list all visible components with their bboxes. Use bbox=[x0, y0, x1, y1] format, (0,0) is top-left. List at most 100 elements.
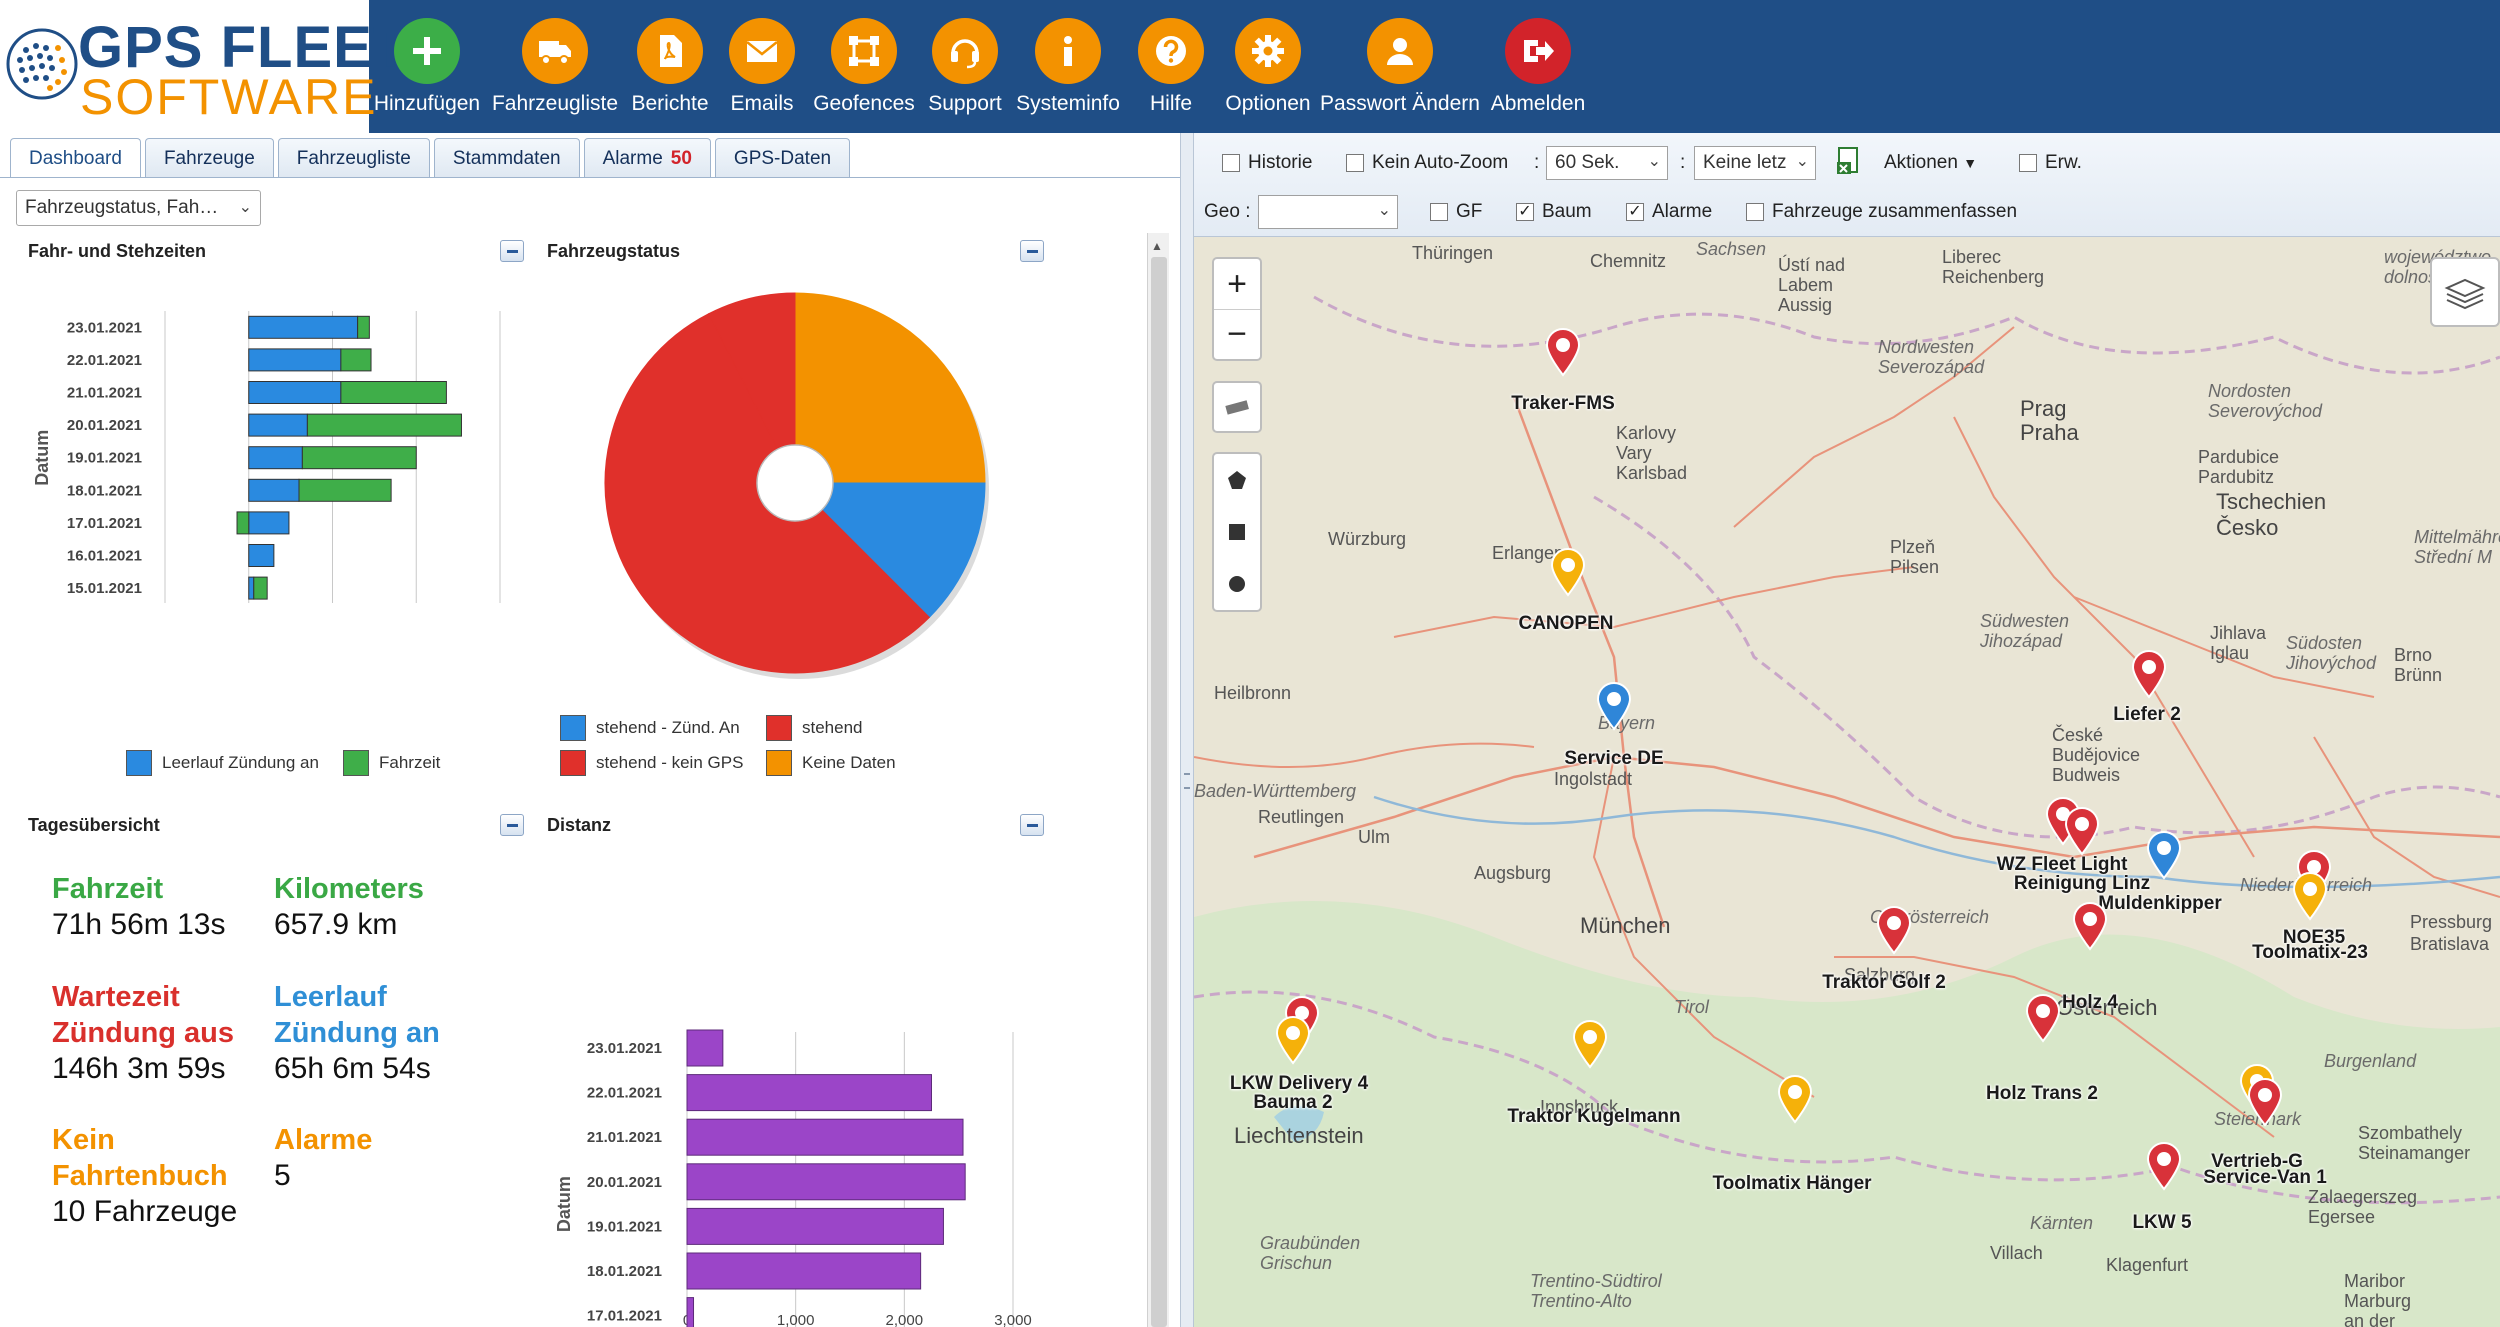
support-button[interactable]: Support bbox=[922, 0, 1008, 133]
vehicle-marker-label[interactable]: LKW 5 bbox=[2132, 1212, 2192, 1233]
border-line bbox=[1194, 990, 2500, 1205]
vehicle-marker-label[interactable]: Traktor Golf 2 bbox=[1822, 972, 1946, 993]
draw-circle-button[interactable] bbox=[1214, 558, 1260, 610]
vehicle-marker-label[interactable]: Reinigung Linz bbox=[2013, 873, 2151, 894]
geofences-button[interactable]: Geofences bbox=[810, 0, 918, 133]
zoom-out-button[interactable]: − bbox=[1214, 309, 1260, 359]
auto-zoom-checkbox[interactable]: Kein Auto-Zoom bbox=[1346, 152, 1508, 174]
vehicle-marker-label[interactable]: Service-Van 1 bbox=[2203, 1167, 2327, 1188]
alarms-checkbox[interactable]: ✓ Alarme bbox=[1626, 201, 1712, 223]
collapse-times-button[interactable] bbox=[500, 240, 524, 262]
scroll-up-arrow-icon[interactable]: ▲ bbox=[1151, 239, 1163, 253]
vehicle-marker-pin-icon[interactable] bbox=[2130, 649, 2168, 699]
draw-polygon-button[interactable] bbox=[1214, 454, 1260, 506]
minus-icon bbox=[506, 249, 518, 253]
vehicle-marker-pin-icon[interactable] bbox=[2063, 806, 2101, 856]
vehicle-marker-label[interactable]: Service DE bbox=[1564, 748, 1664, 769]
polygon-icon bbox=[1228, 471, 1246, 489]
legend-swatch-no-data bbox=[766, 750, 792, 776]
last-position-select[interactable]: Keine letz ⌄ bbox=[1694, 146, 1816, 180]
emails-button[interactable]: Emails bbox=[719, 0, 805, 133]
vehicle-marker-label[interactable]: Toolmatix-23 bbox=[2252, 942, 2368, 963]
draw-rectangle-button[interactable] bbox=[1214, 506, 1260, 558]
vehicle-marker-pin-icon[interactable] bbox=[2024, 993, 2062, 1043]
vehicle-marker-pin-icon[interactable] bbox=[2145, 830, 2183, 880]
vehicle-marker-pin-icon[interactable] bbox=[1875, 905, 1913, 955]
vehicle-marker-pin-icon[interactable] bbox=[1549, 547, 1587, 597]
vehicle-marker-pin-icon[interactable] bbox=[2291, 871, 2329, 921]
legend-label-no-data: Keine Daten bbox=[802, 753, 896, 772]
vehicle-marker-pin-icon[interactable] bbox=[2246, 1077, 2284, 1127]
map-place-label: Pressburg Bratislava bbox=[2410, 912, 2493, 954]
zoom-in-button[interactable]: + bbox=[1227, 264, 1247, 303]
actions-menu[interactable]: Aktionen ▼ bbox=[1884, 152, 1977, 174]
layers-button[interactable] bbox=[2430, 257, 2500, 327]
tab-master-data[interactable]: Stammdaten bbox=[433, 138, 580, 178]
collapse-distance-button[interactable] bbox=[1020, 814, 1044, 836]
tab-vehicles[interactable]: Fahrzeuge bbox=[144, 138, 274, 178]
checkbox-box bbox=[1746, 203, 1764, 221]
reports-button[interactable]: Berichte bbox=[625, 0, 715, 133]
vehicle-marker-label[interactable]: Toolmatix Hänger bbox=[1712, 1173, 1872, 1194]
tab-gps-data[interactable]: GPS-Daten bbox=[714, 138, 851, 178]
vehicle-marker-label[interactable]: Bauma 2 bbox=[1253, 1092, 1333, 1113]
vehicle-marker-pin-icon[interactable] bbox=[1776, 1074, 1814, 1124]
gf-checkbox[interactable]: GF bbox=[1430, 201, 1482, 223]
vehicle-marker-label[interactable]: NOE35 bbox=[2282, 927, 2346, 948]
vehicle-marker-pin-icon[interactable] bbox=[2071, 901, 2109, 951]
vehicle-marker-label[interactable]: Muldenkipper bbox=[2098, 893, 2222, 914]
vehicle-marker-label[interactable]: WZ Fleet Light bbox=[1996, 854, 2128, 875]
vehicle-marker-label[interactable]: Liefer 2 bbox=[2113, 704, 2181, 725]
merge-vehicles-checkbox[interactable]: Fahrzeuge zusammenfassen bbox=[1746, 201, 2017, 223]
globe-logo-icon bbox=[6, 28, 78, 100]
x-tick-label: 3,000 bbox=[994, 1312, 1032, 1327]
tab-dashboard[interactable]: Dashboard bbox=[10, 138, 141, 178]
collapse-status-button[interactable] bbox=[1020, 240, 1044, 262]
collapse-summary-button[interactable] bbox=[500, 814, 524, 836]
help-label: Hilfe bbox=[1149, 92, 1192, 115]
vehicle-marker-label[interactable]: Traker-FMS bbox=[1511, 393, 1615, 414]
excel-export-icon[interactable] bbox=[1836, 147, 1860, 175]
distance-bar bbox=[686, 1163, 966, 1201]
tab-vehicle-list[interactable]: Fahrzeugliste bbox=[277, 138, 430, 178]
geo-select[interactable]: ⌄ bbox=[1258, 195, 1398, 229]
add-label: Hinzufügen bbox=[373, 92, 481, 115]
vehicle-marker-pin-icon[interactable] bbox=[1544, 327, 1582, 377]
tree-checkbox[interactable]: ✓ Baum bbox=[1516, 201, 1592, 223]
tab-alarms[interactable]: Alarme 50 bbox=[583, 138, 711, 178]
vehicle-marker-label[interactable]: Holz 4 bbox=[2062, 992, 2118, 1013]
legend-item-standing: stehend bbox=[766, 715, 863, 741]
splitter-grip-icon[interactable] bbox=[1184, 773, 1190, 789]
vehicle-marker-pin-icon[interactable] bbox=[1595, 681, 1633, 731]
map-place-label: Liechtenstein bbox=[1234, 1123, 1364, 1148]
vehicle-marker-label[interactable]: Holz Trans 2 bbox=[1986, 1083, 2098, 1104]
dashboard-scrollbar[interactable]: ▲ bbox=[1147, 233, 1169, 1327]
panel-splitter[interactable] bbox=[1180, 133, 1194, 1327]
add-button[interactable]: Hinzufügen bbox=[371, 0, 483, 133]
systeminfo-button[interactable]: Systeminfo bbox=[1014, 0, 1122, 133]
vehicle-marker-pin-icon[interactable] bbox=[1571, 1019, 1609, 1069]
vehicle-marker-label[interactable]: Traktor Kugelmann bbox=[1507, 1106, 1681, 1127]
options-button[interactable]: Optionen bbox=[1222, 0, 1314, 133]
history-checkbox[interactable]: Historie bbox=[1222, 152, 1312, 174]
last-position-value: Keine letz bbox=[1703, 152, 1787, 173]
options-label: Optionen bbox=[1225, 92, 1311, 115]
map-place-label: Südwesten Jihozápad bbox=[1980, 611, 2070, 651]
change-password-button[interactable]: Passwort Ändern bbox=[1320, 0, 1480, 133]
bar-fahrzeit bbox=[301, 446, 417, 470]
measure-ruler-button[interactable] bbox=[1212, 381, 1262, 433]
vehicle-marker-label[interactable]: CANOPEN bbox=[1518, 613, 1614, 634]
scrollbar-thumb[interactable] bbox=[1151, 257, 1167, 1327]
help-button[interactable]: Hilfe bbox=[1131, 0, 1211, 133]
lake bbox=[1274, 1105, 1324, 1142]
vehicle-marker-label[interactable]: Vertrieb-G bbox=[2211, 1151, 2303, 1172]
extended-checkbox[interactable]: Erw. bbox=[2019, 152, 2082, 174]
vehicle-marker-label[interactable]: LKW Delivery 4 bbox=[1229, 1073, 1369, 1094]
logout-button[interactable]: Abmelden bbox=[1488, 0, 1588, 133]
interval-select[interactable]: 60 Sek. ⌄ bbox=[1546, 146, 1668, 180]
vehicle-list-button[interactable]: Fahrzeugliste bbox=[490, 0, 620, 133]
vehicle-marker-pin-icon[interactable] bbox=[1274, 1015, 1312, 1065]
status-select[interactable]: Fahrzeugstatus, Fah… ⌄ bbox=[16, 190, 261, 226]
map-view[interactable]: Thüringen Chemnitz Sachsen Ústí nad Labe… bbox=[1194, 237, 2500, 1327]
vehicle-marker-pin-icon[interactable] bbox=[2145, 1141, 2183, 1191]
